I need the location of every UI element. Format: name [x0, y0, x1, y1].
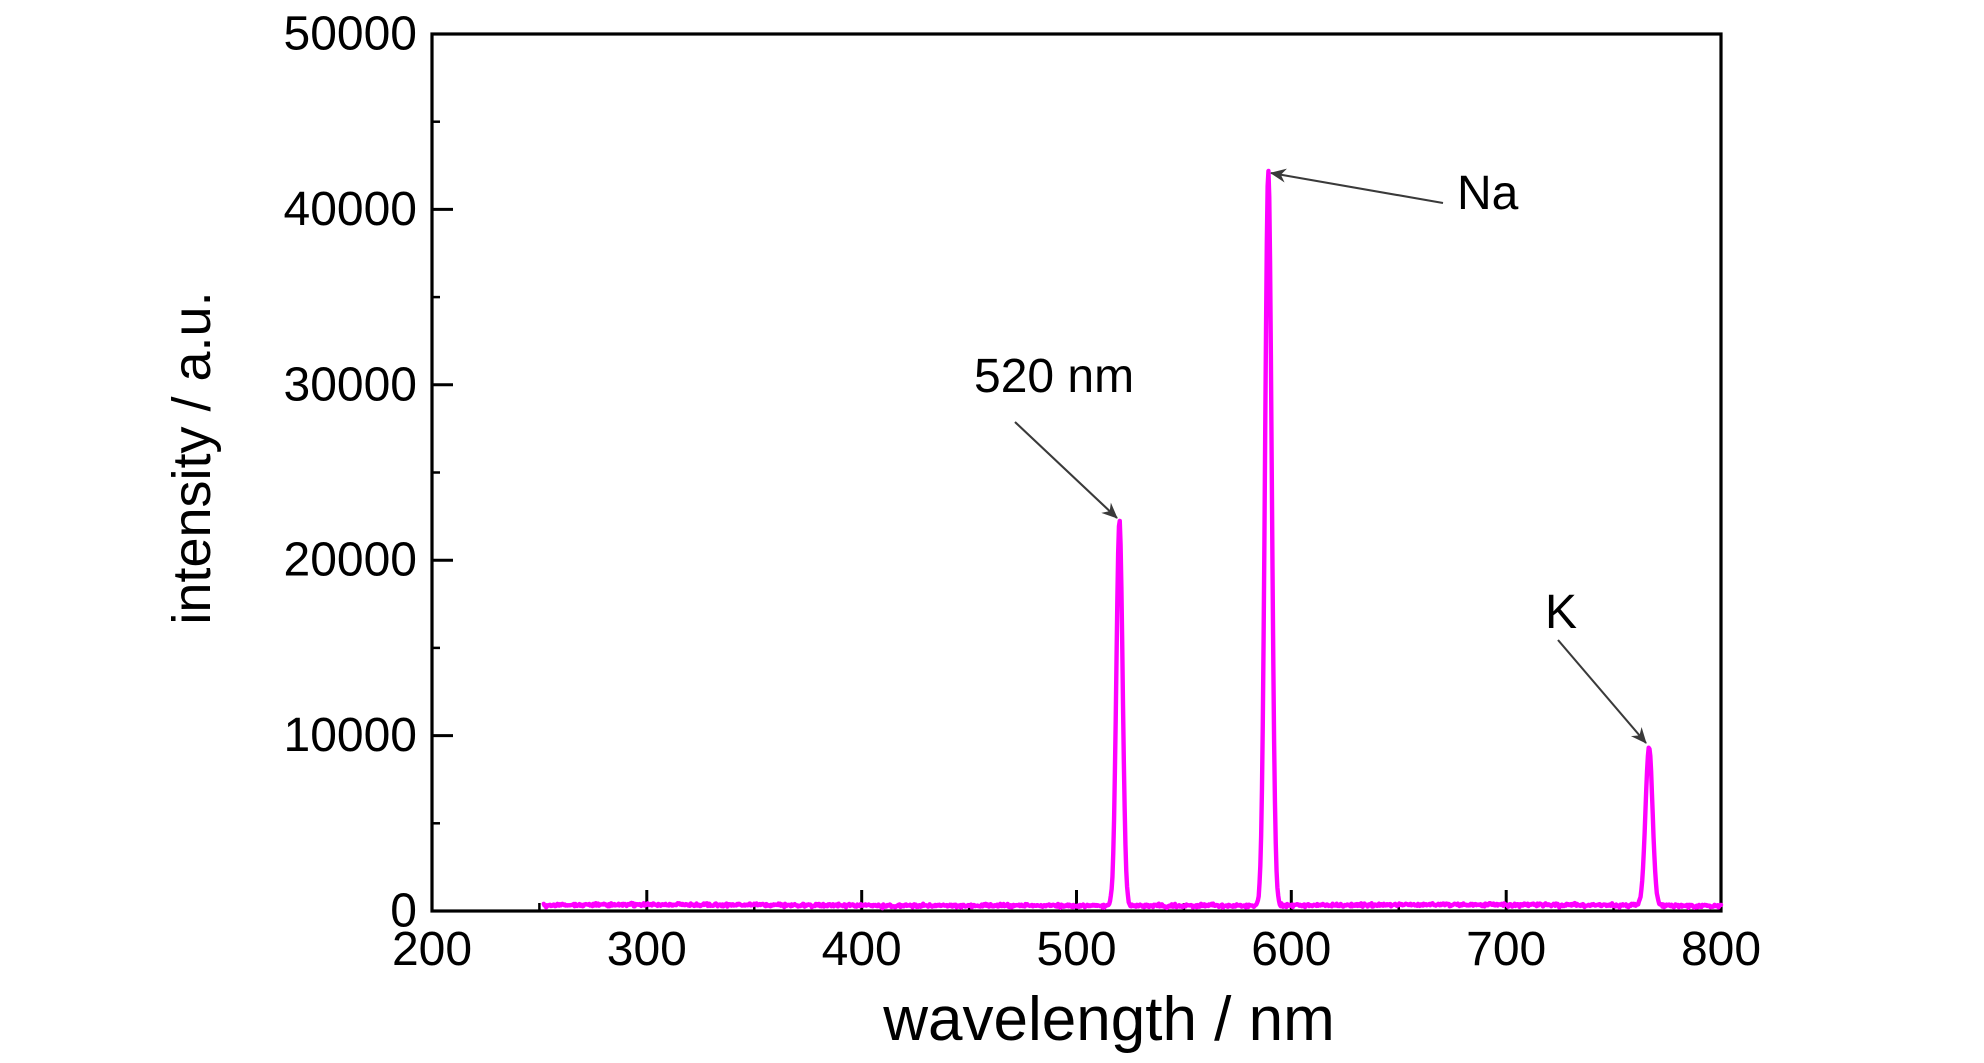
svg-text:300: 300	[607, 923, 687, 976]
svg-text:700: 700	[1466, 923, 1546, 976]
svg-text:600: 600	[1251, 923, 1331, 976]
svg-text:10000: 10000	[284, 709, 417, 762]
svg-text:520 nm: 520 nm	[974, 350, 1134, 403]
svg-text:K: K	[1545, 586, 1577, 639]
svg-text:50000: 50000	[284, 8, 417, 61]
svg-text:Na: Na	[1457, 167, 1519, 220]
svg-text:20000: 20000	[284, 534, 417, 587]
svg-text:800: 800	[1681, 923, 1761, 976]
svg-text:intensity / a.u.: intensity / a.u.	[162, 291, 222, 624]
svg-text:30000: 30000	[284, 358, 417, 411]
svg-text:0: 0	[390, 885, 417, 938]
svg-text:40000: 40000	[284, 183, 417, 236]
svg-text:500: 500	[1036, 923, 1116, 976]
svg-text:400: 400	[822, 923, 902, 976]
svg-text:wavelength / nm: wavelength / nm	[882, 985, 1334, 1054]
